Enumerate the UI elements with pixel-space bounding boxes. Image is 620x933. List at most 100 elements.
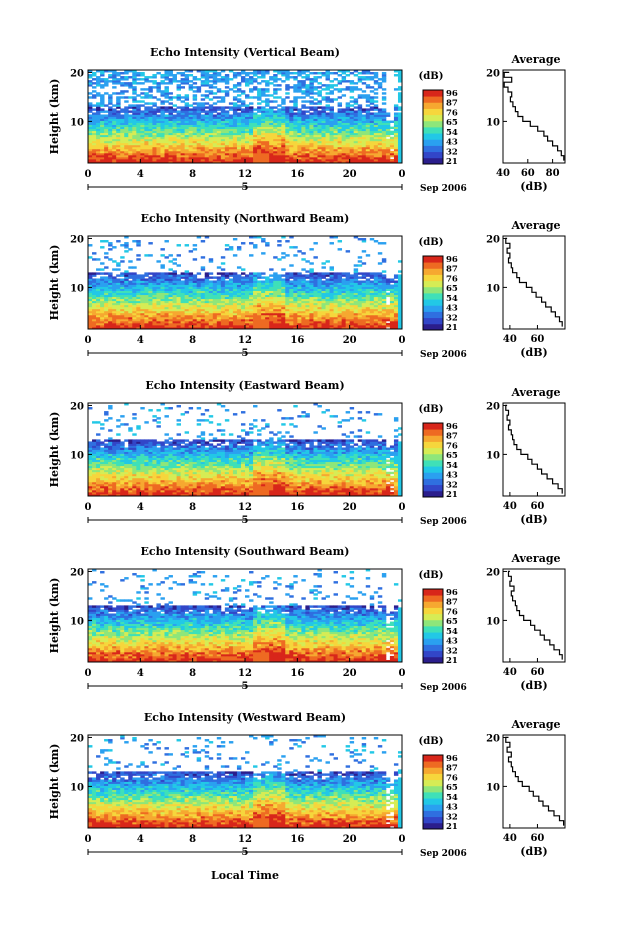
heatmap-cell — [169, 102, 173, 104]
heatmap-cell — [342, 94, 346, 96]
heatmap-cell — [173, 104, 177, 106]
heatmap-cell — [209, 276, 213, 278]
heatmap-cell — [225, 90, 229, 92]
heatmap-cell — [378, 78, 382, 80]
heatmap-cell — [326, 112, 330, 114]
heatmap-cell — [249, 102, 253, 104]
y-tick-label: 10 — [70, 117, 84, 128]
heatmap-cell — [289, 280, 293, 282]
heatmap-cell — [289, 264, 293, 266]
heatmap-cell — [132, 104, 136, 106]
heatmap-cell — [229, 272, 233, 274]
heatmap-cell — [229, 106, 233, 108]
heatmap-cell — [108, 80, 112, 82]
heatmap-cell — [92, 112, 96, 114]
heatmap-cell — [164, 114, 168, 116]
heatmap-cell — [144, 76, 148, 78]
heatmap-cell — [386, 121, 390, 123]
heatmap-cell — [317, 82, 321, 84]
heatmap-cell — [374, 92, 378, 94]
heatmap-cell — [128, 110, 132, 112]
heatmap-cell — [100, 108, 104, 110]
heatmap-cell — [334, 84, 338, 86]
heatmap-cell — [213, 96, 217, 98]
heatmap-cell — [221, 268, 225, 270]
heatmap-cell — [92, 278, 96, 280]
heatmap-cell — [189, 74, 193, 76]
heatmap-cell — [309, 72, 313, 74]
colorbar-segment — [423, 90, 443, 97]
heatmap-cell — [193, 82, 197, 84]
average-y-tick-label: 20 — [486, 68, 500, 79]
heatmap-cell — [96, 268, 100, 270]
heatmap-cell — [313, 76, 317, 78]
heatmap-cell — [237, 112, 241, 114]
heatmap-cell — [104, 92, 108, 94]
heatmap-cell — [245, 94, 249, 96]
heatmap-cell — [120, 108, 124, 110]
heatmap-cell — [358, 76, 362, 78]
heatmap-cell — [342, 88, 346, 90]
heatmap-cell — [350, 96, 354, 98]
x-tick-label: 4 — [137, 169, 144, 180]
heatmap-cell — [92, 82, 96, 84]
heatmap-cell — [217, 272, 221, 274]
heatmap-cell — [197, 102, 201, 104]
heatmap-cell — [330, 266, 334, 268]
heatmap-cell — [326, 104, 330, 106]
heatmap-cell — [128, 272, 132, 274]
heatmap-cell — [321, 280, 325, 282]
heatmap-cell — [382, 88, 386, 90]
heatmap-cell — [289, 272, 293, 274]
heatmap-cell — [261, 280, 265, 282]
heatmap-cell — [112, 108, 116, 110]
heatmap-cell — [249, 76, 253, 78]
heatmap-cell — [148, 76, 152, 78]
heatmap-cell — [261, 88, 265, 90]
heatmap-cell — [225, 110, 229, 112]
heatmap-cell — [213, 276, 217, 278]
heatmap-cell — [92, 272, 96, 274]
heatmap-cell — [209, 98, 213, 100]
heatmap-cell — [217, 88, 221, 90]
heatmap-cell — [229, 78, 233, 80]
heatmap-cell — [334, 98, 338, 100]
heatmap-cell — [233, 102, 237, 104]
heatmap-cell — [257, 76, 261, 78]
heatmap-cell — [152, 74, 156, 76]
heatmap-cell — [249, 72, 253, 74]
heatmap-cell — [213, 106, 217, 108]
heatmap-cell — [189, 272, 193, 274]
heatmap-cell — [362, 90, 366, 92]
heatmap-cell — [96, 102, 100, 104]
heatmap-cell — [112, 276, 116, 278]
heatmap-cell — [334, 88, 338, 90]
heatmap-cell — [261, 80, 265, 82]
heatmap-cell — [285, 84, 289, 86]
heatmap-cell — [221, 106, 225, 108]
heatmap-cell — [305, 114, 309, 116]
heatmap-cell — [277, 274, 281, 276]
heatmap-cell — [245, 78, 249, 80]
heatmap-cell — [265, 276, 269, 278]
heatmap-cell — [269, 100, 273, 102]
heatmap-cell — [249, 272, 253, 274]
heatmap-cell — [221, 90, 225, 92]
heatmap-cell — [297, 272, 301, 274]
heatmap-cell — [374, 80, 378, 82]
heatmap-cell — [309, 112, 313, 114]
heatmap-cell — [354, 268, 358, 270]
heatmap-cell — [144, 278, 148, 280]
heatmap-cell — [104, 272, 108, 274]
heatmap-cell — [346, 272, 350, 274]
heatmap-cell — [386, 112, 390, 114]
heatmap-cell — [285, 106, 289, 108]
heatmap-cell — [100, 94, 104, 96]
heatmap-cell — [366, 94, 370, 96]
heatmap-cell — [237, 104, 241, 106]
heatmap-cell — [92, 86, 96, 88]
heatmap-cell — [140, 82, 144, 84]
heatmap-cell — [209, 104, 213, 106]
heatmap-cell — [112, 86, 116, 88]
heatmap-cell — [366, 84, 370, 86]
